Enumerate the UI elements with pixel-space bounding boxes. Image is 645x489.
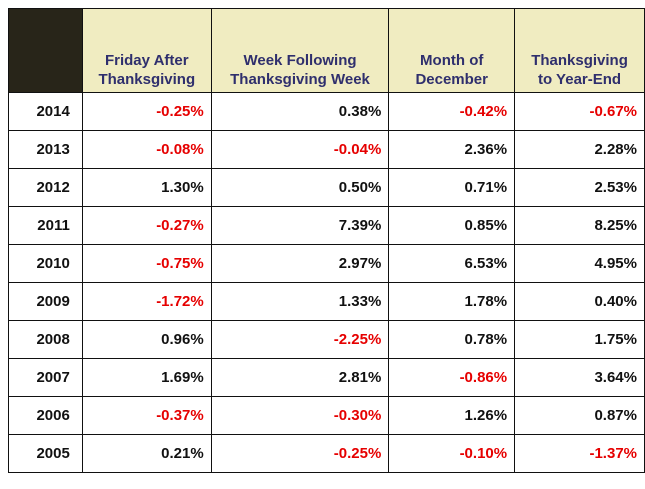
value-cell: -0.75% bbox=[81, 244, 212, 283]
table-row: 2011 -0.27% 7.39% 0.85% 8.25% bbox=[8, 206, 645, 245]
value-cell: 0.38% bbox=[210, 92, 390, 131]
value-cell: -0.10% bbox=[388, 434, 516, 473]
value-cell: -0.04% bbox=[210, 130, 390, 169]
table-row: 2012 1.30% 0.50% 0.71% 2.53% bbox=[8, 168, 645, 207]
value-cell: 1.30% bbox=[81, 168, 212, 207]
table-row: 2005 0.21% -0.25% -0.10% -1.37% bbox=[8, 434, 645, 473]
value-cell: 0.71% bbox=[388, 168, 516, 207]
value-cell: 2.28% bbox=[514, 130, 645, 169]
value-cell: 0.85% bbox=[388, 206, 516, 245]
table-row: 2013 -0.08% -0.04% 2.36% 2.28% bbox=[8, 130, 645, 169]
table-row: 2008 0.96% -2.25% 0.78% 1.75% bbox=[8, 320, 645, 359]
year-cell: 2005 bbox=[8, 434, 83, 473]
value-cell: 0.50% bbox=[210, 168, 390, 207]
value-cell: 0.87% bbox=[514, 396, 645, 435]
header-line: Friday After bbox=[104, 52, 189, 69]
table-row: 2006 -0.37% -0.30% 1.26% 0.87% bbox=[8, 396, 645, 435]
header-week-following-thanksgiving-week: Week Following Thanksgiving Week bbox=[210, 8, 390, 93]
table-row: 2007 1.69% 2.81% -0.86% 3.64% bbox=[8, 358, 645, 397]
value-cell: 6.53% bbox=[388, 244, 516, 283]
year-cell: 2007 bbox=[8, 358, 83, 397]
table-row: 2009 -1.72% 1.33% 1.78% 0.40% bbox=[8, 282, 645, 321]
year-cell: 2009 bbox=[8, 282, 83, 321]
year-cell: 2006 bbox=[8, 396, 83, 435]
value-cell: -0.08% bbox=[81, 130, 212, 169]
value-cell: 1.26% bbox=[388, 396, 516, 435]
value-cell: 0.21% bbox=[81, 434, 212, 473]
value-cell: 2.81% bbox=[210, 358, 390, 397]
value-cell: -0.67% bbox=[514, 92, 645, 131]
year-cell: 2014 bbox=[8, 92, 83, 131]
value-cell: 1.33% bbox=[210, 282, 390, 321]
header-thanksgiving-to-year-end: Thanksgiving to Year-End bbox=[514, 8, 645, 93]
header-line: to Year-End bbox=[538, 71, 622, 88]
year-cell: 2012 bbox=[8, 168, 83, 207]
value-cell: 8.25% bbox=[514, 206, 645, 245]
value-cell: -1.37% bbox=[514, 434, 645, 473]
value-cell: -0.25% bbox=[210, 434, 390, 473]
value-cell: 1.78% bbox=[388, 282, 516, 321]
year-cell: 2010 bbox=[8, 244, 83, 283]
returns-table: Friday After Thanksgiving Week Following Th… bbox=[8, 8, 645, 473]
value-cell: 0.78% bbox=[388, 320, 516, 359]
value-cell: 2.53% bbox=[514, 168, 645, 207]
value-cell: 0.40% bbox=[514, 282, 645, 321]
value-cell: -0.86% bbox=[388, 358, 516, 397]
header-line: Thanksgiving bbox=[531, 52, 628, 69]
header-friday-after-thanksgiving: Friday After Thanksgiving bbox=[81, 8, 212, 93]
value-cell: 1.69% bbox=[81, 358, 212, 397]
value-cell: 3.64% bbox=[514, 358, 645, 397]
header-line: Thanksgiving Week bbox=[230, 71, 370, 88]
table-body: 2014 -0.25% 0.38% -0.42% -0.67% 2013 -0.08% -0.… bbox=[8, 92, 645, 473]
header-month-of-december: Month of December bbox=[388, 8, 516, 93]
header-row: Friday After Thanksgiving Week Following Th… bbox=[8, 8, 645, 93]
header-line: Month of bbox=[420, 52, 484, 69]
value-cell: 7.39% bbox=[210, 206, 390, 245]
value-cell: 1.75% bbox=[514, 320, 645, 359]
value-cell: -0.30% bbox=[210, 396, 390, 435]
value-cell: 2.97% bbox=[210, 244, 390, 283]
year-cell: 2011 bbox=[8, 206, 83, 245]
value-cell: -2.25% bbox=[210, 320, 390, 359]
table-row: 2014 -0.25% 0.38% -0.42% -0.67% bbox=[8, 92, 645, 131]
table-header: Friday After Thanksgiving Week Following Th… bbox=[8, 8, 645, 93]
value-cell: 2.36% bbox=[388, 130, 516, 169]
value-cell: -0.25% bbox=[81, 92, 212, 131]
value-cell: -1.72% bbox=[81, 282, 212, 321]
value-cell: 0.96% bbox=[81, 320, 212, 359]
header-line: Week Following bbox=[243, 52, 357, 69]
table-row: 2010 -0.75% 2.97% 6.53% 4.95% bbox=[8, 244, 645, 283]
header-line: Thanksgiving bbox=[98, 71, 196, 88]
corner-cell bbox=[8, 8, 83, 93]
value-cell: -0.27% bbox=[81, 206, 212, 245]
year-cell: 2013 bbox=[8, 130, 83, 169]
header-line: December bbox=[415, 71, 488, 88]
year-cell: 2008 bbox=[8, 320, 83, 359]
value-cell: -0.37% bbox=[81, 396, 212, 435]
value-cell: 4.95% bbox=[514, 244, 645, 283]
value-cell: -0.42% bbox=[388, 92, 516, 131]
